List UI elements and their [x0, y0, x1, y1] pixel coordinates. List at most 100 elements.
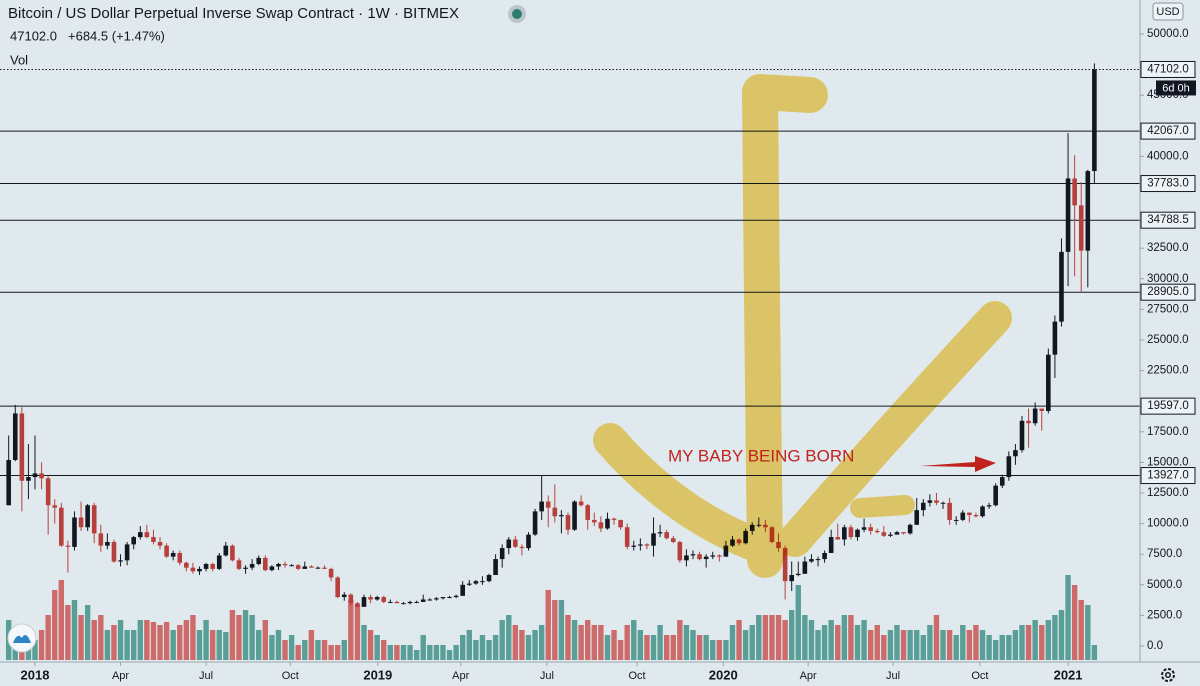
candle-body [131, 537, 136, 545]
volume-bar [999, 635, 1005, 660]
volume-bar [585, 620, 591, 660]
volume-bar [367, 630, 374, 660]
candle-body [690, 554, 696, 556]
volume-bar [295, 645, 301, 660]
volume-bar [1085, 605, 1091, 660]
volume-bar [229, 610, 236, 660]
candle-body [585, 505, 591, 520]
candle-body [545, 501, 551, 508]
volume-bar [1012, 630, 1019, 660]
volume-bar [775, 615, 782, 660]
volume-bar [354, 605, 361, 660]
volume-bar [565, 615, 571, 660]
candle-body [322, 567, 327, 569]
candle-body [519, 546, 525, 549]
candle-body [210, 563, 215, 569]
volume-bar [637, 630, 644, 660]
volume-bar [749, 625, 755, 660]
level-label-box [1140, 122, 1196, 140]
candle-body [526, 534, 531, 549]
candle-body [921, 502, 926, 511]
volume-bar [591, 625, 597, 660]
candle-body [276, 563, 281, 567]
candle-body [124, 544, 130, 561]
currency-box[interactable] [1152, 2, 1184, 21]
volume-bar [973, 625, 979, 660]
volume-bar [361, 625, 367, 660]
y-tick-label: 2500.0 [1147, 609, 1182, 621]
candle-body [309, 566, 314, 568]
candle-body [374, 597, 380, 600]
candle-body [999, 477, 1005, 486]
candle-body [203, 563, 209, 569]
candle-body [888, 534, 893, 536]
axis-layer: 50000.045000.040000.032500.030000.027500… [21, 28, 1196, 682]
x-tick-label: Jul [886, 670, 900, 682]
level-label-box [1140, 175, 1196, 193]
volume-bar [861, 620, 867, 660]
volume-bar [269, 635, 275, 660]
candle-body [855, 529, 860, 538]
volume-bar [795, 585, 801, 660]
volume-bar [1071, 585, 1078, 660]
candle-body [1046, 354, 1051, 411]
volume-bar [690, 630, 696, 660]
settings-icon[interactable] [1161, 668, 1175, 682]
candle-body [381, 597, 387, 602]
volume-bar [262, 620, 268, 660]
volume-bar [32, 640, 38, 660]
volume-bar [940, 630, 946, 660]
candle-body [618, 519, 623, 528]
volume-bar [881, 635, 887, 660]
candle-body [1013, 450, 1018, 457]
volume-bar [532, 630, 538, 660]
candle-body [513, 539, 518, 547]
candle-body [1078, 205, 1084, 251]
candle-body [59, 507, 64, 546]
volume-bar [920, 635, 926, 660]
candle-body [506, 539, 512, 549]
level-label: 47102.0 [1147, 64, 1189, 76]
volume-bar [433, 645, 440, 660]
candle-body [572, 501, 577, 530]
volume-bar [275, 630, 282, 660]
volume-bar [762, 615, 769, 660]
volume-bar [170, 630, 176, 660]
volume-bar [657, 625, 663, 660]
volume-bar [742, 630, 749, 660]
candle-body [243, 567, 248, 569]
x-tick-label: Apr [800, 670, 817, 682]
x-tick-label: 2018 [21, 667, 50, 682]
y-tick-label: 7500.0 [1147, 548, 1182, 560]
candles-layer [6, 63, 1097, 607]
volume-bar [124, 630, 130, 660]
volume-bar [98, 615, 104, 660]
candle-body [710, 555, 716, 557]
volume-bar [1006, 635, 1012, 660]
volume-bar [78, 615, 84, 660]
candle-body [993, 485, 998, 506]
candle-body [973, 515, 979, 517]
candle-body [440, 597, 446, 599]
volume-bar [387, 645, 394, 660]
volume-bar [91, 620, 97, 660]
candle-body [947, 502, 952, 520]
volume-bar [203, 620, 209, 660]
volume-bar [558, 600, 565, 660]
candle-body [842, 527, 847, 540]
volume-bar [242, 610, 249, 660]
x-tick-label: 2020 [709, 667, 738, 682]
candle-body [657, 532, 663, 534]
candle-body [190, 567, 196, 572]
candle-body [295, 565, 301, 569]
volume-bar [683, 625, 690, 660]
volume-bar [887, 630, 894, 660]
y-tick-label: 30000.0 [1147, 273, 1189, 285]
candle-body [848, 527, 854, 538]
volume-bar [696, 635, 703, 660]
candle-body [414, 601, 419, 603]
volume-bar [413, 650, 420, 660]
volume-bar [966, 630, 973, 660]
candle-body [480, 581, 485, 583]
volume-bar [282, 640, 288, 660]
